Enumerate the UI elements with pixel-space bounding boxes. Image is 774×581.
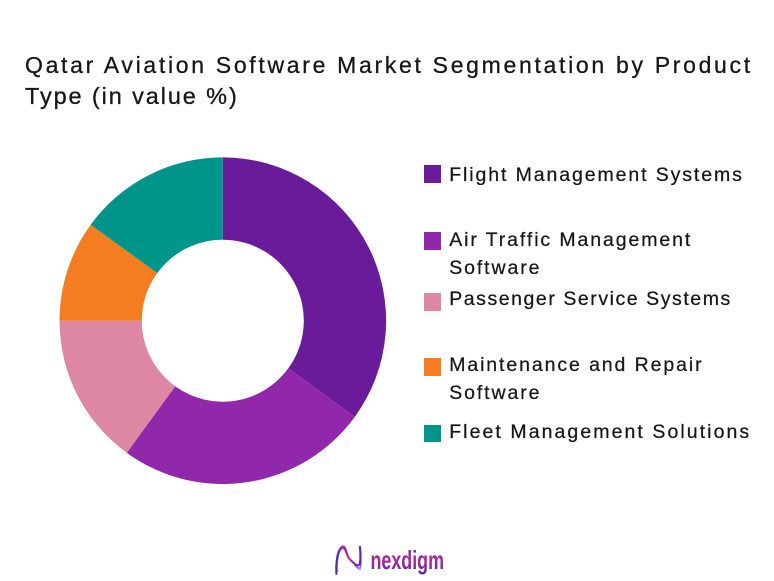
svg-text:nexdigm: nexdigm	[371, 545, 445, 575]
